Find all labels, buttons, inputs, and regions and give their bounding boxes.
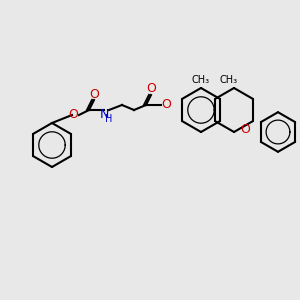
Text: H: H	[105, 114, 113, 124]
Text: O: O	[161, 98, 171, 112]
Text: N: N	[99, 109, 109, 122]
Text: CH₃: CH₃	[192, 75, 210, 85]
Text: O: O	[68, 109, 78, 122]
Text: O: O	[89, 88, 99, 100]
Text: CH₃: CH₃	[220, 75, 238, 85]
Text: O: O	[146, 82, 156, 95]
Text: O: O	[240, 123, 250, 136]
